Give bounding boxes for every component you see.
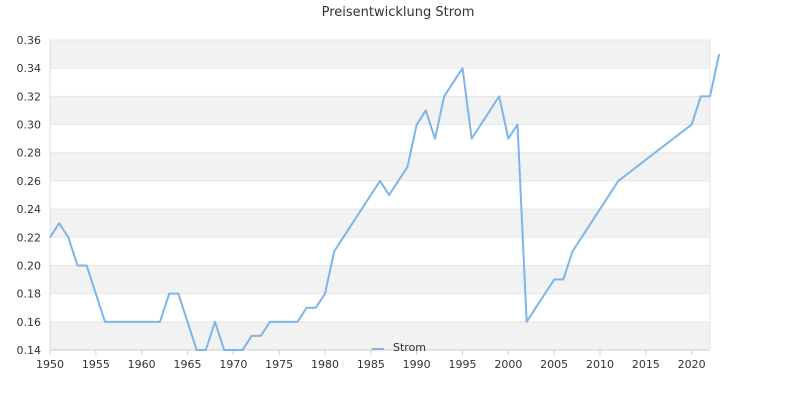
x-tick-label: 2015 <box>632 358 660 371</box>
x-tick-label: 1955 <box>82 358 110 371</box>
y-tick-label: 0.32 <box>17 90 42 103</box>
x-tick-label: 2000 <box>494 358 522 371</box>
x-axis-ticks: 1950 1955 1960 1965 1970 1975 1980 1985 1990 1995… <box>36 350 706 371</box>
chart-title: Preisentwicklung Strom <box>322 5 475 20</box>
x-tick-label: 1960 <box>128 358 156 371</box>
grid-lines <box>50 39 710 351</box>
series-line-strom[interactable] <box>49 53 721 351</box>
axes <box>49 40 711 351</box>
grid-band <box>50 40 710 69</box>
y-tick-label: 0.18 <box>17 288 42 301</box>
series-layer <box>49 53 721 351</box>
grid-band <box>50 96 710 125</box>
x-tick-label: 2010 <box>586 358 614 371</box>
grid-band <box>50 152 710 181</box>
x-tick-label: 1965 <box>174 358 202 371</box>
y-tick-label: 0.22 <box>17 231 42 244</box>
y-tick-label: 0.14 <box>17 344 42 357</box>
y-tick-label: 0.20 <box>17 259 42 272</box>
y-tick-label: 0.16 <box>17 316 42 329</box>
y-tick-label: 0.28 <box>17 147 42 160</box>
y-tick-label: 0.30 <box>17 119 42 132</box>
y-tick-label: 0.34 <box>17 62 42 75</box>
y-tick-label: 0.26 <box>17 175 42 188</box>
x-tick-label: 1990 <box>403 358 431 371</box>
x-tick-label: 1975 <box>265 358 293 371</box>
x-tick-label: 1950 <box>36 358 64 371</box>
grid-band <box>50 209 710 238</box>
x-tick-label: 1980 <box>311 358 339 371</box>
x-tick-label: 1985 <box>357 358 385 371</box>
grid-band <box>50 265 710 294</box>
y-axis-ticks: 0.14 0.16 0.18 0.20 0.22 0.24 0.26 0.28 0.30 0.32… <box>17 34 42 357</box>
legend-label-strom: Strom <box>393 341 426 354</box>
x-tick-label: 1970 <box>219 358 247 371</box>
grid-band <box>50 321 710 350</box>
y-tick-label: 0.24 <box>17 203 42 216</box>
x-tick-label: 1995 <box>449 358 477 371</box>
legend[interactable]: Strom <box>372 341 426 354</box>
x-tick-label: 2005 <box>540 358 568 371</box>
x-tick-label: 2020 <box>678 358 706 371</box>
y-tick-label: 0.36 <box>17 34 42 47</box>
grid-bands <box>50 40 710 350</box>
